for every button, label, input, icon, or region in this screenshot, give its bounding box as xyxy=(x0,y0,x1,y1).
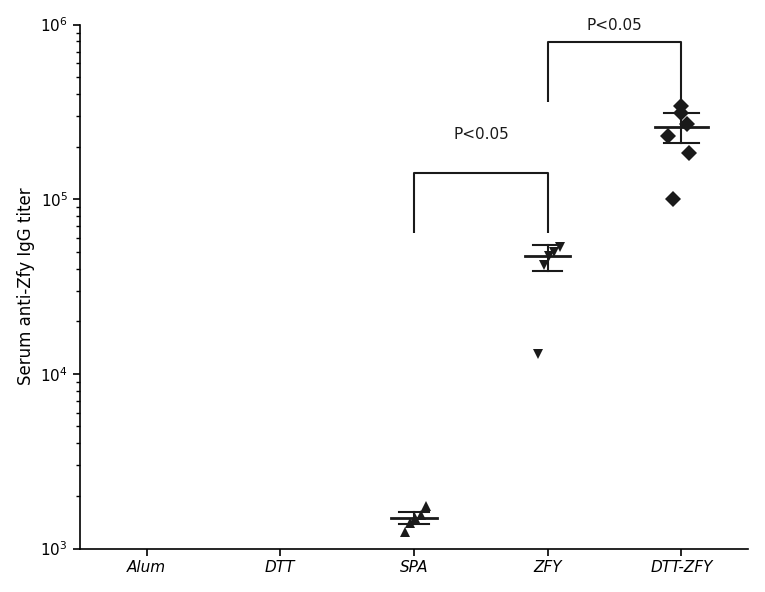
Text: P<0.05: P<0.05 xyxy=(453,127,509,142)
Y-axis label: Serum anti-Zfy IgG titer: Serum anti-Zfy IgG titer xyxy=(17,188,34,385)
Text: P<0.05: P<0.05 xyxy=(587,18,643,33)
